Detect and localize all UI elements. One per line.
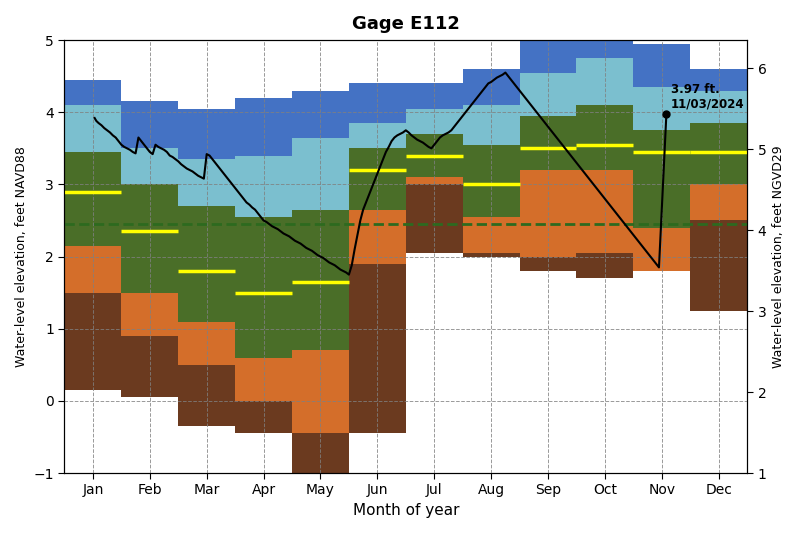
Bar xyxy=(349,83,406,123)
Bar xyxy=(406,83,462,109)
Bar xyxy=(462,145,519,217)
Bar xyxy=(122,101,178,148)
Bar xyxy=(235,358,292,401)
Bar xyxy=(178,321,235,365)
Bar xyxy=(122,293,178,336)
Bar xyxy=(292,138,349,209)
Bar xyxy=(122,148,178,184)
Bar xyxy=(235,401,292,433)
Bar xyxy=(577,36,634,58)
Title: Gage E112: Gage E112 xyxy=(352,15,460,33)
Bar xyxy=(462,253,519,256)
Bar xyxy=(65,293,122,390)
Bar xyxy=(690,123,747,184)
Bar xyxy=(577,105,634,170)
Bar xyxy=(634,44,690,87)
Bar xyxy=(292,209,349,350)
Bar xyxy=(519,72,577,116)
Bar xyxy=(690,184,747,221)
Bar xyxy=(65,105,122,152)
Y-axis label: Water-level elevation, feet NGVD29: Water-level elevation, feet NGVD29 xyxy=(772,146,785,368)
Bar xyxy=(178,159,235,206)
Bar xyxy=(65,80,122,105)
Bar xyxy=(122,336,178,397)
Bar xyxy=(349,123,406,148)
Bar xyxy=(519,256,577,271)
Bar xyxy=(65,246,122,293)
Y-axis label: Water-level elevation, feet NAVD88: Water-level elevation, feet NAVD88 xyxy=(15,146,28,367)
Bar xyxy=(462,69,519,105)
Bar xyxy=(690,221,747,311)
Bar xyxy=(519,170,577,256)
Bar xyxy=(292,91,349,138)
Bar xyxy=(349,148,406,209)
Bar xyxy=(65,152,122,246)
Bar xyxy=(178,206,235,321)
Bar xyxy=(634,87,690,130)
X-axis label: Month of year: Month of year xyxy=(353,503,459,518)
Bar xyxy=(178,109,235,159)
Text: 3.97 ft.
11/03/2024: 3.97 ft. 11/03/2024 xyxy=(671,83,745,111)
Bar xyxy=(349,264,406,433)
Bar xyxy=(577,253,634,278)
Bar xyxy=(122,184,178,293)
Bar xyxy=(690,91,747,123)
Bar xyxy=(292,350,349,433)
Bar xyxy=(406,184,462,253)
Bar xyxy=(577,170,634,253)
Bar xyxy=(292,433,349,473)
Bar xyxy=(519,116,577,170)
Bar xyxy=(178,365,235,426)
Bar xyxy=(235,98,292,156)
Bar xyxy=(690,69,747,91)
Bar xyxy=(406,134,462,177)
Bar xyxy=(406,109,462,134)
Bar xyxy=(462,217,519,253)
Bar xyxy=(577,58,634,105)
Bar xyxy=(634,130,690,228)
Bar xyxy=(235,217,292,358)
Bar xyxy=(519,40,577,72)
Bar xyxy=(406,177,462,184)
Bar xyxy=(634,228,690,271)
Bar xyxy=(235,156,292,217)
Bar xyxy=(462,105,519,145)
Bar xyxy=(349,209,406,264)
